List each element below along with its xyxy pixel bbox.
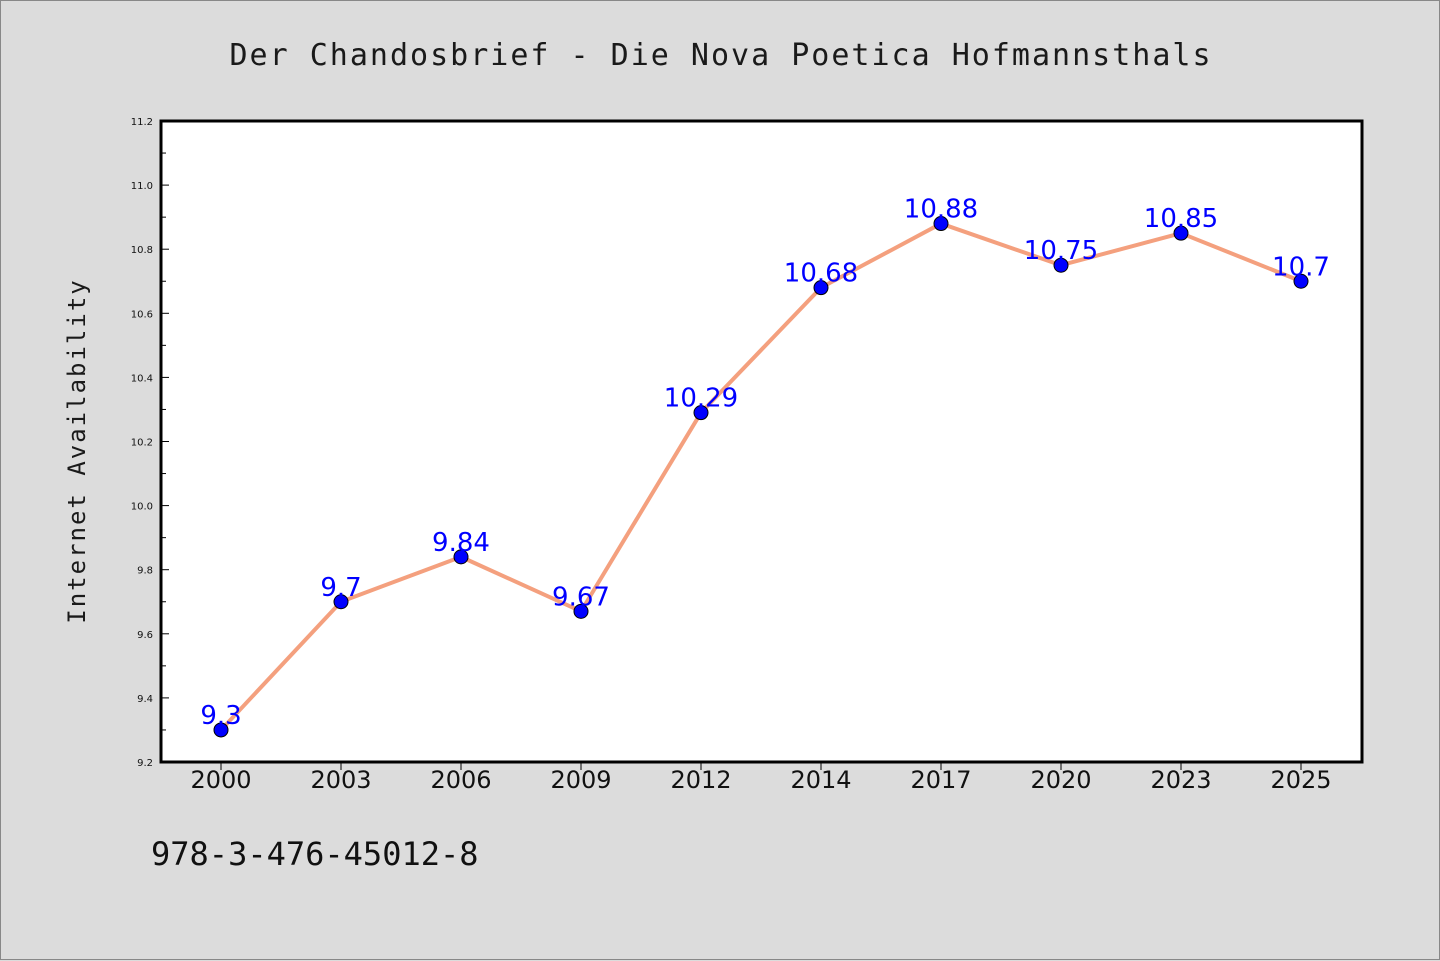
- x-tick-label: 2000: [190, 766, 251, 794]
- y-tick-label: 10.4: [131, 373, 153, 384]
- y-tick-label: 11.0: [131, 181, 153, 192]
- data-label: 10.29: [664, 384, 738, 414]
- chart-title: Der Chandosbrief - Die Nova Poetica Hofm…: [229, 38, 1212, 73]
- data-point: [1293, 273, 1309, 289]
- y-tick-label: 9.4: [137, 694, 153, 705]
- data-point: [573, 603, 589, 619]
- plot-area: [159, 119, 1364, 764]
- data-label: 9.84: [432, 528, 490, 558]
- y-tick-label: 10.6: [131, 309, 153, 320]
- x-tick-label: 2017: [910, 766, 971, 794]
- data-point: [693, 405, 709, 421]
- series-line-group: [213, 216, 1309, 738]
- x-tick-label: 2023: [1150, 766, 1211, 794]
- y-tick-label: 9.6: [137, 630, 153, 641]
- data-point: [1053, 257, 1069, 273]
- x-tick-label: 2012: [670, 766, 731, 794]
- data-point: [1173, 225, 1189, 241]
- y-tick-label: 10.2: [131, 438, 153, 449]
- x-tick-label: 2009: [550, 766, 611, 794]
- x-tick-label: 2006: [430, 766, 491, 794]
- isbn-footer: 978-3-476-45012-8: [151, 835, 479, 873]
- y-axis: 9.2 9.4 9.6 9.8 10.0 10.2 10.4 10.6 10.8 11.0 11.2: [131, 117, 169, 769]
- x-tick-label: 2025: [1270, 766, 1331, 794]
- data-point: [453, 549, 469, 565]
- y-tick-label: 11.2: [131, 117, 153, 128]
- y-tick-label: 9.8: [137, 566, 153, 577]
- y-axis-label: Internet Availability: [63, 278, 91, 623]
- data-point: [213, 722, 229, 738]
- data-point: [333, 594, 349, 610]
- data-label-group: 9.3 9.7 9.84 9.67 10.29 10.68 10.88 10.75 10.85 1…: [200, 195, 1330, 731]
- data-label: 9.67: [552, 582, 610, 612]
- y-tick-label: 9.2: [137, 758, 153, 769]
- data-label: 10.88: [904, 195, 978, 225]
- data-point: [813, 280, 829, 296]
- y-tick-label: 10.0: [131, 502, 153, 513]
- data-label: 10.68: [784, 259, 858, 289]
- x-tick-label: 2014: [790, 766, 851, 794]
- data-point: [933, 216, 949, 232]
- x-tick-label: 2003: [310, 766, 371, 794]
- series-line: [219, 221, 1303, 732]
- data-label: 9.7: [320, 573, 361, 603]
- data-label: 10.85: [1144, 204, 1218, 234]
- data-label: 9.3: [200, 701, 241, 731]
- x-axis: 2000 2003 2006 2009 2012 2014 2017 2020 2023 2025: [190, 762, 1332, 794]
- x-tick-label: 2020: [1030, 766, 1091, 794]
- data-label: 10.7: [1272, 252, 1330, 282]
- y-tick-label: 10.8: [131, 245, 153, 256]
- data-label: 10.75: [1024, 236, 1098, 266]
